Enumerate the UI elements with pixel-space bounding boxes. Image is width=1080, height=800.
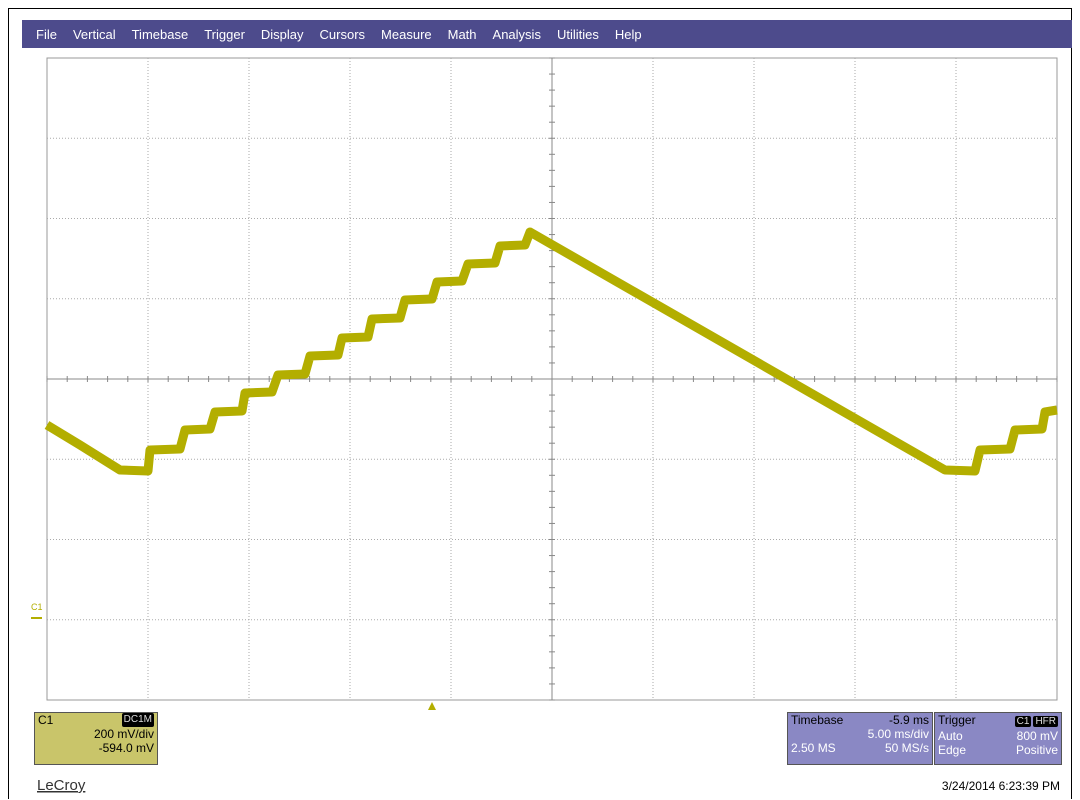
datetime: 3/24/2014 6:23:39 PM [942,779,1060,793]
menu-bar: File Vertical Timebase Trigger Display Cursor… [22,20,1072,48]
menu-item[interactable]: Display [260,26,304,42]
trace-marker: C1 [31,602,43,612]
timebase-rate: 50 MS/s [884,741,929,755]
menu-item[interactable]: Cursors [319,26,366,42]
timebase-delay: -5.9 ms [888,713,929,727]
trigger-label: Trigger [938,713,976,727]
timebase-scale: 5.00 ms/div [867,727,929,741]
trigger-type: Edge [938,743,967,757]
trigger-slope: Positive [1015,743,1058,757]
menu-item[interactable]: Timebase [131,26,189,42]
timebase-label: Timebase [791,713,844,727]
trigger-source: C1 [1014,716,1032,727]
timebase-samples: 2.50 MS [791,741,836,755]
menu-item[interactable]: Trigger [204,26,245,42]
coupling: DC1M [121,713,154,727]
timebase-box[interactable]: Timebase -5.9 ms 5.00 ms/div 2.50 MS 50 MS… [787,712,933,765]
menu-item[interactable]: Vertical [72,26,116,42]
trigger-mode: Auto [938,729,963,743]
waveform [44,227,1058,476]
grid [46,57,1058,701]
trigger-level: 800 mV [1016,729,1058,743]
menu-item[interactable]: File [36,26,57,42]
trigger-position [428,702,436,710]
menu-item[interactable]: Utilities [556,26,599,42]
menu-item[interactable]: Help [614,26,642,42]
menu-item[interactable]: Analysis [492,26,541,42]
channel-offset: -594.0 mV [98,741,154,755]
brand: LeCroy [37,777,86,794]
menu-item[interactable]: Math [447,26,477,42]
frame [8,8,1072,799]
menu-item[interactable]: Measure [381,26,432,42]
channel-box[interactable]: C1 DC1M 200 mV/div -594.0 mV [34,712,158,765]
trigger-filter: HFR [1033,716,1058,727]
trigger-box[interactable]: Trigger C1 HFR Auto 800 mV Edge Positive [934,712,1062,765]
channel-scale: 200 mV/div [93,727,154,741]
channel-name: C1 [38,713,54,727]
